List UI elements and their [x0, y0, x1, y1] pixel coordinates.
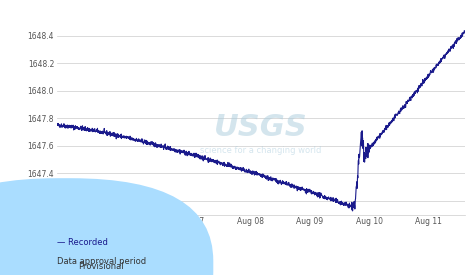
Text: — Recorded: — Recorded [57, 238, 108, 247]
Text: science for a changing world: science for a changing world [200, 147, 321, 155]
Text: Provisional: Provisional [78, 262, 124, 271]
Text: Data approval period: Data approval period [57, 257, 146, 266]
Text: USGS: USGS [214, 113, 308, 142]
